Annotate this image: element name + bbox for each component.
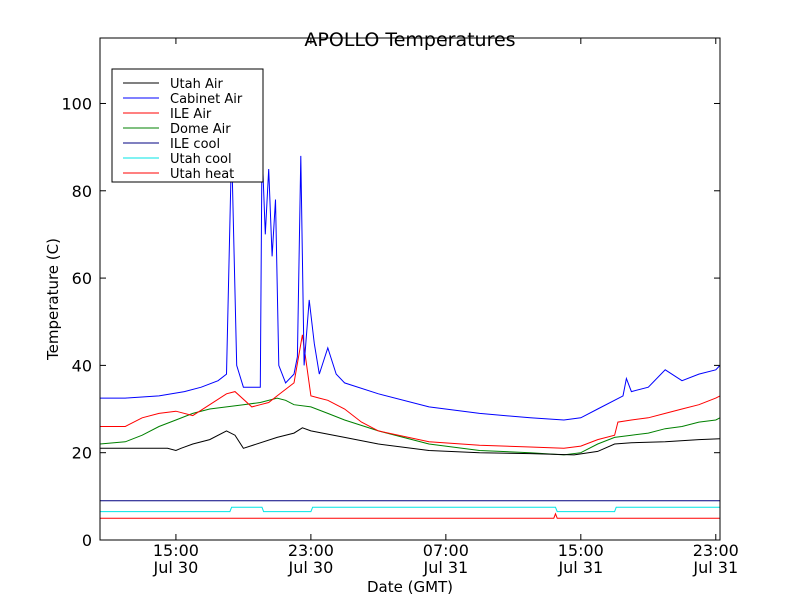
series-line-ile-air [100,334,721,449]
legend-label: Utah heat [170,167,234,182]
y-axis-label: Temperature (C) [44,238,62,361]
legend-label: Cabinet Air [170,92,243,107]
chart-title: APOLLO Temperatures [304,29,515,51]
x-tick-label-date: Jul 31 [692,558,738,577]
plot-frame [99,37,721,541]
legend-box [111,68,264,183]
y-tick-label: 20 [72,444,92,463]
legend-label: ILE cool [170,137,220,152]
y-tick-label: 100 [61,94,92,113]
legend-label: Utah cool [170,152,232,167]
series-line-utah-cool [100,506,720,513]
legend-label: Dome Air [170,122,231,137]
series-line-dome-air [99,397,721,456]
y-tick-label: 60 [72,269,92,288]
y-tick-label: 80 [72,182,92,201]
x-tick-label-date: Jul 30 [153,558,199,577]
x-axis-label: Date (GMT) [367,578,453,596]
y-tick-label: 0 [82,531,92,550]
series-line-utah-air [100,427,721,456]
x-tick-label-date: Jul 31 [422,558,468,577]
x-tick-label-time: 07:00 [423,541,469,560]
x-tick-label-time: 15:00 [153,541,199,560]
x-tick-label-time: 15:00 [558,541,604,560]
series-line-utah-heat [100,512,720,519]
legend-label: ILE Air [170,107,212,122]
x-tick-label-date: Jul 30 [288,558,334,577]
y-tick-label: 40 [72,356,92,375]
legend-label: Utah Air [170,77,223,92]
series-line-cabinet-air [100,147,721,421]
x-tick-label-time: 23:00 [288,541,334,560]
x-tick-label-date: Jul 31 [557,558,603,577]
x-tick-label-time: 23:00 [693,541,739,560]
